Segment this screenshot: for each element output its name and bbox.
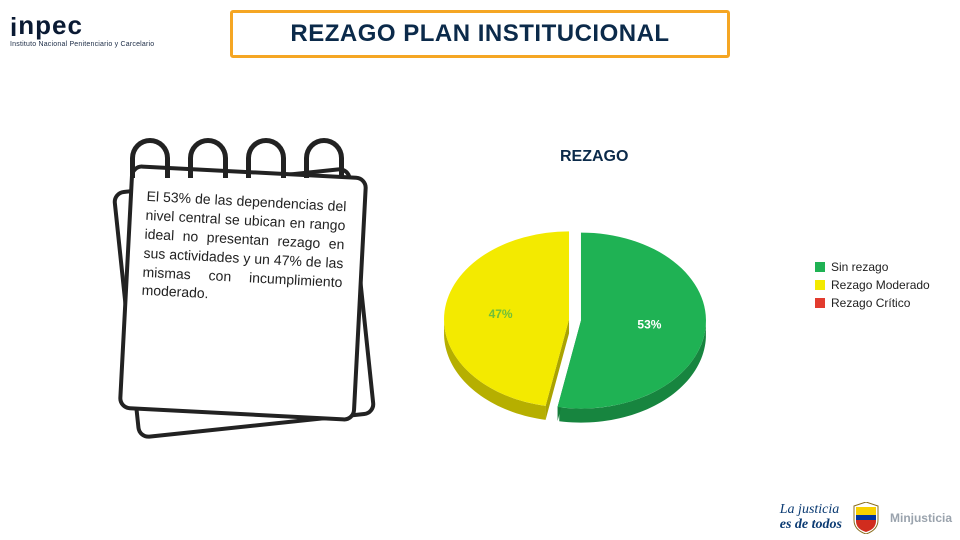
legend-label: Sin rezago xyxy=(831,260,888,274)
page-title-box: REZAGO PLAN INSTITUCIONAL xyxy=(230,10,730,58)
ring-icon xyxy=(304,138,344,178)
ministry-label: Minjusticia xyxy=(890,511,952,525)
legend-label: Rezago Crítico xyxy=(831,296,910,310)
colombia-shield-icon xyxy=(852,502,880,534)
tagline-line2: es de todos xyxy=(780,518,842,533)
logo-subtitle: Instituto Nacional Penitenciario y Carce… xyxy=(10,41,154,48)
legend-swatch xyxy=(815,280,825,290)
ring-icon xyxy=(246,138,286,178)
ring-icon xyxy=(188,138,228,178)
legend-swatch xyxy=(815,262,825,272)
chart-title: REZAGO xyxy=(560,148,628,166)
notepad-rings xyxy=(130,138,344,178)
logo-text: inpec xyxy=(10,10,83,43)
pie-slice-label: 53% xyxy=(637,317,661,331)
rezago-pie-chart: 47% 53% xyxy=(430,180,720,470)
legend-item: Rezago Crítico xyxy=(815,296,930,310)
page-title: REZAGO PLAN INSTITUCIONAL xyxy=(290,20,669,48)
inpec-logo: inpec Instituto Nacional Penitenciario y… xyxy=(10,10,154,48)
chart-legend: Sin rezago Rezago Moderado Rezago Crítico xyxy=(815,260,930,314)
tagline-line1: La justicia xyxy=(780,503,842,518)
pie-slice-label: 47% xyxy=(489,307,513,321)
footer: La justicia es de todos Minjusticia xyxy=(780,502,952,534)
legend-swatch xyxy=(815,298,825,308)
footer-tagline: La justicia es de todos xyxy=(780,503,842,532)
legend-item: Sin rezago xyxy=(815,260,930,274)
legend-label: Rezago Moderado xyxy=(831,278,930,292)
legend-item: Rezago Moderado xyxy=(815,278,930,292)
notepad: El 53% de las dependencias del nivel cen… xyxy=(100,130,380,430)
ring-icon xyxy=(130,138,170,178)
notepad-text: El 53% de las dependencias del nivel cen… xyxy=(141,187,347,311)
